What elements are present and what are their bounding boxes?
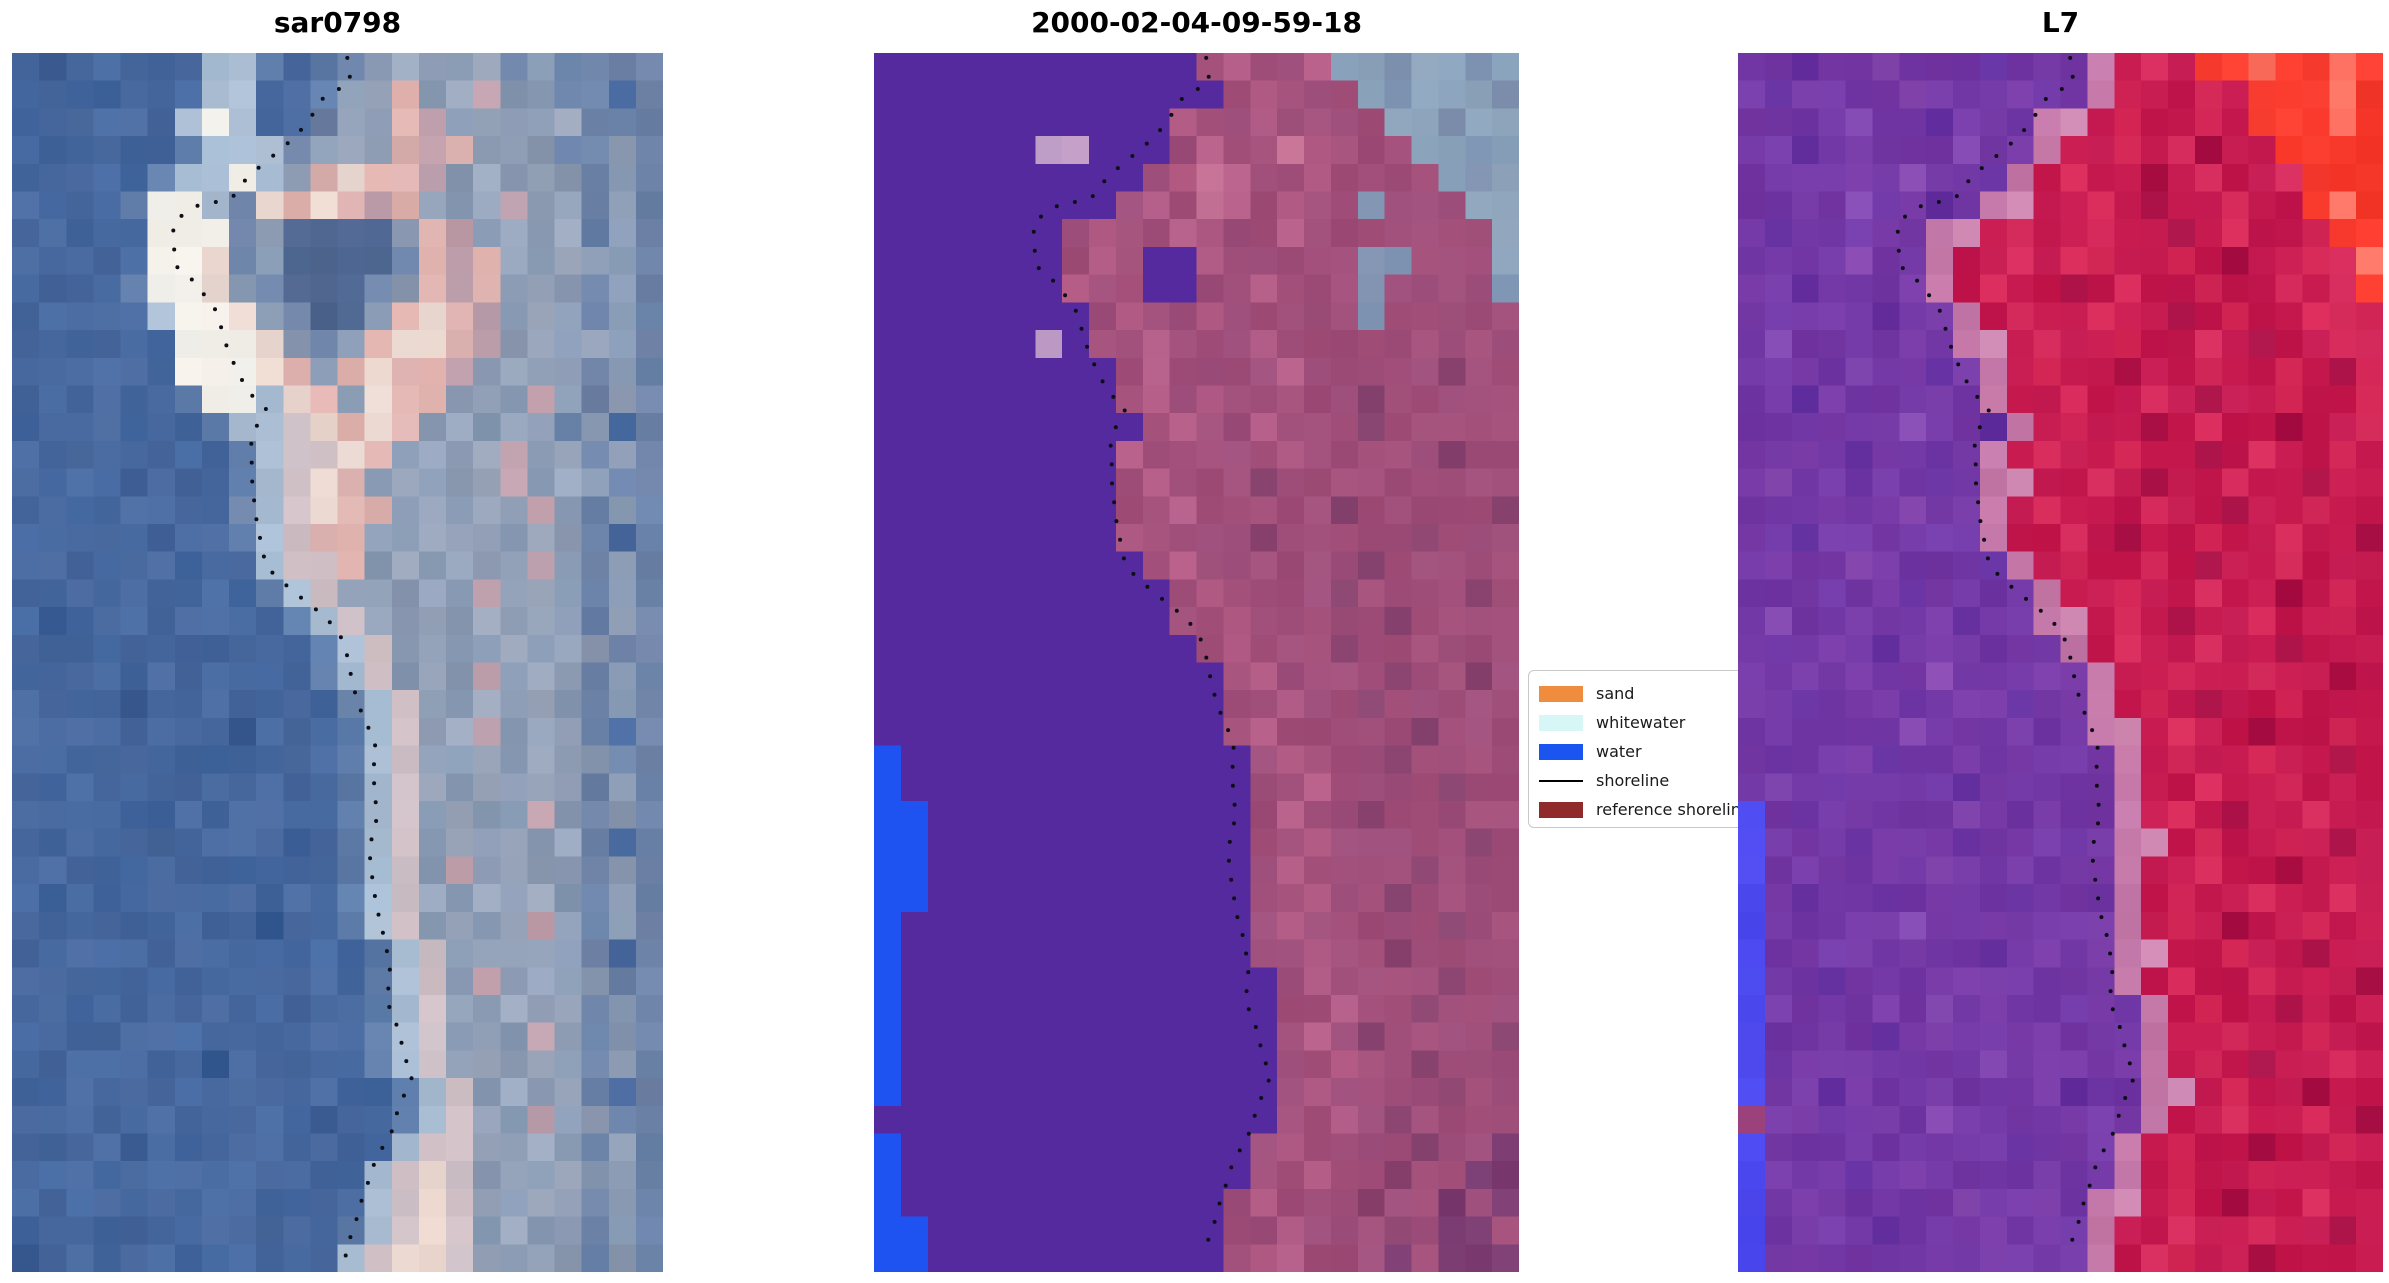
legend-entry-reference-shoreline: reference shoreline: [1539, 795, 1817, 824]
legend-label: sand: [1596, 684, 1635, 703]
legend-label: water: [1596, 742, 1642, 761]
legend-entry-whitewater: whitewater: [1539, 708, 1817, 737]
legend-color-swatch: [1539, 743, 1583, 760]
satellite-image-sar0798: [12, 53, 663, 1272]
legend-entry-water: water: [1539, 737, 1817, 766]
legend-label: shoreline: [1596, 771, 1670, 790]
legend-label: whitewater: [1596, 713, 1686, 732]
legend-label: reference shoreline: [1596, 800, 1751, 819]
satellite-image-l7: [1738, 53, 2383, 1272]
panel-title-sar0798: sar0798: [273, 6, 402, 39]
panel-title-l7: L7: [2041, 6, 2080, 39]
legend-color-swatch: [1539, 801, 1583, 818]
panel-classified-2000-02-04: 2000-02-04-09-59-18: [874, 0, 1519, 1283]
legend-color-swatch: [1539, 685, 1583, 702]
panel-sar0798: sar0798: [12, 0, 663, 1283]
panel-title-classified: 2000-02-04-09-59-18: [1031, 6, 1362, 39]
legend-entry-shoreline: shoreline: [1539, 766, 1817, 795]
panel-l7: L7: [1738, 0, 2383, 1283]
legend-line-swatch: [1539, 779, 1583, 782]
legend-entry-sand: sand: [1539, 679, 1817, 708]
legend-color-swatch: [1539, 714, 1583, 731]
classified-image-canvas: [874, 53, 1519, 1272]
